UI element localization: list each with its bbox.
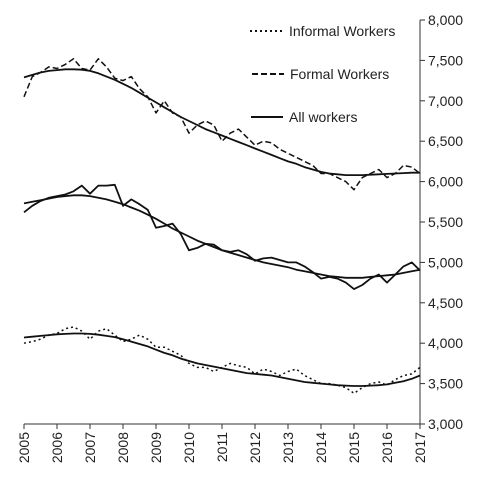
y-tick-label: 5,000 [428,254,463,270]
x-tick-label: 2015 [346,432,362,463]
x-tick-label: 2012 [247,432,263,463]
x-tick-label: 2011 [214,432,230,462]
series-line-all-workers-trend [23,194,421,279]
x-tick-label: 2008 [115,432,131,463]
y-ticks: 3,000 3,500 4,000 4,500 5,000 5,500 6,000 6,500… [420,12,463,432]
series-line-formal-workers [23,58,421,191]
legend-label: Informal Workers [289,23,395,39]
x-tick-label: 2007 [82,432,98,463]
y-tick-label: 4,000 [428,335,463,351]
y-tick-label: 5,500 [428,214,463,230]
legend-label: Formal Workers [290,66,389,82]
series-line-formal-workers-trend [23,68,420,177]
y-tick-label: 3,500 [428,376,463,392]
x-tick-label: 2005 [16,432,32,463]
y-tick-label: 6,500 [428,133,463,149]
y-tick-label: 7,500 [428,52,463,68]
series-line-all-workers [23,183,421,291]
x-tick-label: 2017 [412,432,428,463]
x-tick-label: 2014 [313,432,329,463]
x-tick-label: 2010 [181,432,197,463]
y-tick-label: 4,500 [428,295,463,311]
series-layer [23,58,421,395]
x-tick-label: 2009 [148,432,164,463]
x-tick-label: 2006 [49,432,65,463]
x-tick-label: 2013 [280,432,296,463]
series-line-informal-workers [23,326,421,395]
y-tick-label: 6,000 [428,174,463,190]
legend-label: All workers [289,109,357,125]
legend: Informal Workers Formal Workers All worker… [250,23,395,125]
y-tick-label: 8,000 [428,12,463,28]
series-line-informal-workers-trend [23,332,421,387]
y-tick-label: 3,000 [428,416,463,432]
x-tick-label: 2016 [379,432,395,463]
y-tick-label: 7,000 [428,93,463,109]
x-ticks: 2005 2006 2007 2008 2009 2010 2011 2012 2013 2014… [16,424,428,463]
